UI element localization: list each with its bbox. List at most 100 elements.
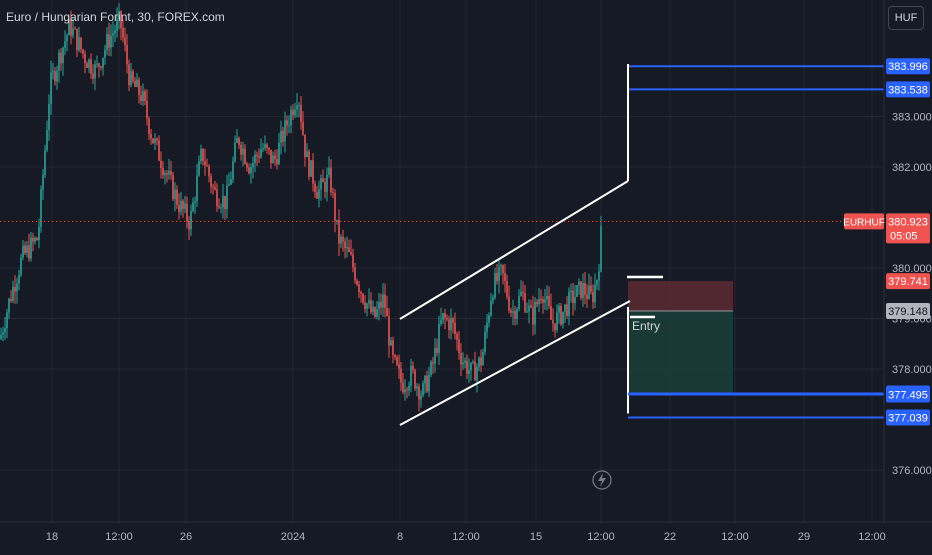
candle-body xyxy=(238,138,240,146)
candle-body xyxy=(318,189,320,199)
candle-body xyxy=(38,227,40,241)
candle-body xyxy=(440,319,442,324)
last-price-value: 380.923 xyxy=(888,216,928,228)
candle-body xyxy=(278,142,280,165)
candle-body xyxy=(130,71,132,86)
candle-body xyxy=(212,186,214,188)
candle-body xyxy=(110,35,112,48)
candle-body xyxy=(0,334,2,339)
candle-body xyxy=(488,315,490,323)
lightning-icon-ring xyxy=(592,470,612,490)
candle-body xyxy=(342,236,344,242)
candle-body xyxy=(252,162,254,168)
candle-body xyxy=(320,178,322,190)
drawings xyxy=(0,64,884,426)
candle-body xyxy=(118,11,120,20)
candle-body xyxy=(564,304,566,312)
candle-body xyxy=(312,160,314,184)
candle-body xyxy=(552,319,554,324)
candle-body xyxy=(446,318,448,320)
candle-body xyxy=(424,375,426,384)
candle-body xyxy=(284,120,286,142)
candle-body xyxy=(360,291,362,294)
candle-body xyxy=(498,266,500,282)
candle-body xyxy=(546,295,548,300)
level-price-tag: 383.996 xyxy=(888,61,928,73)
candle-body xyxy=(96,63,98,65)
candle-body xyxy=(202,148,204,162)
candle-body xyxy=(146,100,148,119)
candle-body xyxy=(402,382,404,393)
level-price-tag-bg xyxy=(886,81,930,98)
candle-body xyxy=(280,130,282,143)
candle-body xyxy=(476,367,478,381)
candle-body xyxy=(472,361,474,363)
candle-body xyxy=(516,309,518,319)
symbol-tag-bg xyxy=(844,213,884,230)
candle-body xyxy=(192,202,194,212)
candle-body xyxy=(196,175,198,202)
candle-body xyxy=(2,332,4,335)
candle-body xyxy=(466,360,468,374)
candle-body xyxy=(22,245,24,258)
candle-body xyxy=(384,294,386,309)
candle-body xyxy=(388,316,390,346)
candle-body xyxy=(394,354,396,357)
candle-body xyxy=(160,160,162,168)
candle-body xyxy=(80,37,82,50)
candle-body xyxy=(16,283,18,292)
candle-body xyxy=(310,160,312,177)
candle-body xyxy=(536,302,538,305)
candle-body xyxy=(18,275,20,284)
candle-body xyxy=(358,284,360,292)
candle-body xyxy=(482,352,484,366)
candle-body xyxy=(352,254,354,268)
candle-body xyxy=(200,148,202,162)
candle-body xyxy=(262,148,264,150)
candle-body xyxy=(72,28,74,36)
candle-body xyxy=(524,292,526,312)
candle-body xyxy=(158,140,160,161)
candle-body xyxy=(136,79,138,87)
currency-button[interactable]: HUF xyxy=(888,6,924,30)
candle-body xyxy=(180,200,182,212)
candle-body xyxy=(148,118,150,135)
candle-body xyxy=(496,273,498,282)
candle-body xyxy=(170,170,172,175)
candle-body xyxy=(332,192,334,194)
candle-body xyxy=(594,284,596,303)
candle-body xyxy=(64,41,66,48)
candle-body xyxy=(272,155,274,164)
candle-body xyxy=(286,120,288,126)
candle-body xyxy=(422,383,424,396)
candle-body xyxy=(8,298,10,313)
candle-body xyxy=(432,361,434,364)
candle-body xyxy=(246,163,248,168)
candle-body xyxy=(116,19,118,31)
lightning-icon xyxy=(592,470,612,490)
candle-body xyxy=(208,166,210,177)
candle-body xyxy=(324,182,326,192)
candle-body xyxy=(338,219,340,244)
candle-body xyxy=(436,347,438,353)
entry-price-tag-bg xyxy=(886,303,930,320)
candle-body xyxy=(68,19,70,36)
level-price-tag: 383.538 xyxy=(888,84,928,96)
candle-body xyxy=(470,362,472,371)
candle-body xyxy=(452,318,454,323)
candle-body xyxy=(296,105,298,110)
candle-body xyxy=(392,340,394,355)
candle-body xyxy=(346,247,348,249)
candle-body xyxy=(480,357,482,366)
candle-body xyxy=(128,64,130,86)
candle-body xyxy=(56,70,58,82)
x-tick-label: 12:00 xyxy=(858,531,886,543)
candle-body xyxy=(462,362,464,365)
candle-body xyxy=(538,298,540,305)
candle-body xyxy=(588,285,590,299)
candle-body xyxy=(198,161,200,176)
candle-body xyxy=(356,280,358,285)
candle-body xyxy=(268,147,270,150)
